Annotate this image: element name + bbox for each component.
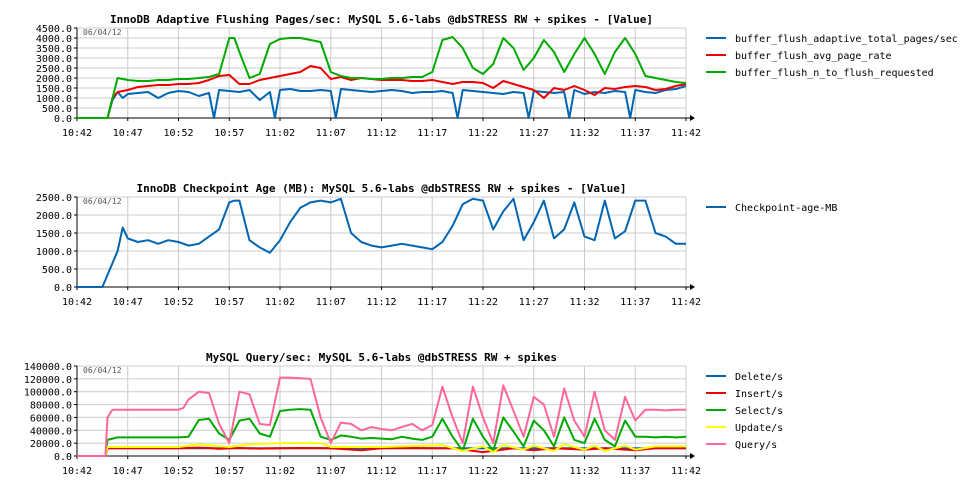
x-tick-label: 10:42 bbox=[62, 297, 92, 308]
x-tick-label: 11:42 bbox=[671, 128, 701, 139]
y-tick-label: 2500.0 bbox=[36, 193, 72, 204]
x-tick-label: 10:42 bbox=[62, 466, 92, 477]
x-tick-label: 11:12 bbox=[366, 297, 396, 308]
x-tick-label: 10:47 bbox=[113, 297, 143, 308]
legend-label: buffer_flush_avg_page_rate bbox=[735, 51, 892, 62]
date-stamp: 06/04/12 bbox=[83, 197, 122, 206]
x-tick-label: 11:17 bbox=[417, 466, 447, 477]
x-tick-label: 10:52 bbox=[163, 466, 193, 477]
chart-title: MySQL Query/sec: MySQL 5.6-labs @dbSTRES… bbox=[206, 351, 557, 364]
x-tick-label: 10:57 bbox=[214, 297, 244, 308]
y-tick-label: 1500.0 bbox=[36, 229, 72, 240]
x-tick-label: 11:17 bbox=[417, 128, 447, 139]
x-axis-arrow bbox=[690, 115, 695, 121]
legend-label: buffer_flush_n_to_flush_requested bbox=[735, 68, 934, 79]
chart-panel-2: InnoDB Checkpoint Age (MB): MySQL 5.6-la… bbox=[36, 182, 837, 308]
legend-label: buffer_flush_adaptive_total_pages/sec bbox=[735, 34, 958, 45]
x-tick-label: 10:42 bbox=[62, 128, 92, 139]
date-stamp: 06/04/12 bbox=[83, 28, 122, 37]
y-tick-label: 100000.0 bbox=[24, 388, 72, 399]
y-tick-label: 2000.0 bbox=[36, 74, 72, 85]
y-tick-label: 120000.0 bbox=[24, 375, 72, 386]
y-tick-label: 500.0 bbox=[42, 265, 72, 276]
series-line-insert-s bbox=[77, 446, 686, 457]
x-tick-label: 11:32 bbox=[569, 128, 599, 139]
x-tick-label: 11:32 bbox=[569, 297, 599, 308]
x-tick-label: 11:12 bbox=[366, 128, 396, 139]
y-tick-label: 60000.0 bbox=[30, 413, 72, 424]
y-tick-label: 0.0 bbox=[54, 114, 72, 125]
y-tick-label: 0.0 bbox=[54, 283, 72, 294]
x-tick-label: 10:52 bbox=[163, 128, 193, 139]
series-line-query-s bbox=[77, 376, 686, 457]
x-tick-label: 11:27 bbox=[519, 128, 549, 139]
x-tick-label: 11:07 bbox=[316, 297, 346, 308]
y-tick-label: 1000.0 bbox=[36, 247, 72, 258]
x-tick-label: 11:12 bbox=[366, 466, 396, 477]
y-tick-label: 2500.0 bbox=[36, 64, 72, 75]
x-tick-label: 11:22 bbox=[468, 297, 498, 308]
x-tick-label: 11:22 bbox=[468, 466, 498, 477]
x-tick-label: 11:42 bbox=[671, 297, 701, 308]
legend-label: Insert/s bbox=[735, 389, 783, 400]
x-tick-label: 10:52 bbox=[163, 297, 193, 308]
y-tick-label: 80000.0 bbox=[30, 401, 72, 412]
chart-panel-1: InnoDB Adaptive Flushing Pages/sec: MySQ… bbox=[36, 13, 958, 139]
series-line-buffer-flush-n-to-flush-requested bbox=[77, 36, 687, 119]
y-tick-label: 20000.0 bbox=[30, 439, 72, 450]
x-tick-label: 10:47 bbox=[113, 128, 143, 139]
y-tick-label: 500.0 bbox=[42, 104, 72, 115]
series-line-buffer-flush-avg-page-rate bbox=[77, 65, 687, 119]
y-tick-label: 4000.0 bbox=[36, 34, 72, 45]
x-tick-label: 11:17 bbox=[417, 297, 447, 308]
x-tick-label: 11:27 bbox=[519, 297, 549, 308]
x-tick-label: 11:27 bbox=[519, 466, 549, 477]
series-line-buffer-flush-adaptive-total-pages-sec bbox=[77, 85, 687, 119]
chart-panel-3: MySQL Query/sec: MySQL 5.6-labs @dbSTRES… bbox=[24, 351, 783, 477]
y-tick-label: 4500.0 bbox=[36, 24, 72, 35]
x-tick-label: 11:22 bbox=[468, 128, 498, 139]
x-tick-label: 10:57 bbox=[214, 466, 244, 477]
legend-label: Select/s bbox=[735, 406, 783, 417]
y-tick-label: 1500.0 bbox=[36, 84, 72, 95]
y-tick-label: 40000.0 bbox=[30, 426, 72, 437]
x-tick-label: 11:32 bbox=[569, 466, 599, 477]
chart-title: InnoDB Adaptive Flushing Pages/sec: MySQ… bbox=[110, 13, 653, 26]
chart-title: InnoDB Checkpoint Age (MB): MySQL 5.6-la… bbox=[136, 182, 626, 195]
x-tick-label: 11:02 bbox=[265, 128, 295, 139]
y-tick-label: 1000.0 bbox=[36, 94, 72, 105]
x-tick-label: 11:07 bbox=[316, 466, 346, 477]
legend-label: Checkpoint-age-MB bbox=[735, 203, 837, 214]
y-tick-label: 140000.0 bbox=[24, 362, 72, 373]
x-axis-arrow bbox=[690, 284, 695, 290]
series-line-checkpoint-age-mb bbox=[77, 197, 686, 288]
x-tick-label: 11:02 bbox=[265, 297, 295, 308]
x-tick-label: 11:42 bbox=[671, 466, 701, 477]
series-line-update-s bbox=[77, 442, 686, 457]
x-tick-label: 11:37 bbox=[620, 466, 650, 477]
y-tick-label: 0.0 bbox=[54, 452, 72, 463]
x-tick-label: 11:37 bbox=[620, 297, 650, 308]
y-tick-label: 3000.0 bbox=[36, 54, 72, 65]
legend-label: Update/s bbox=[735, 423, 783, 434]
y-tick-label: 2000.0 bbox=[36, 211, 72, 222]
x-axis-arrow bbox=[690, 453, 695, 459]
y-tick-label: 3500.0 bbox=[36, 44, 72, 55]
x-tick-label: 11:07 bbox=[316, 128, 346, 139]
date-stamp: 06/04/12 bbox=[83, 366, 122, 375]
x-tick-label: 11:02 bbox=[265, 466, 295, 477]
legend-label: Delete/s bbox=[735, 372, 783, 383]
x-tick-label: 11:37 bbox=[620, 128, 650, 139]
legend-label: Query/s bbox=[735, 440, 777, 451]
x-tick-label: 10:57 bbox=[214, 128, 244, 139]
x-tick-label: 10:47 bbox=[113, 466, 143, 477]
